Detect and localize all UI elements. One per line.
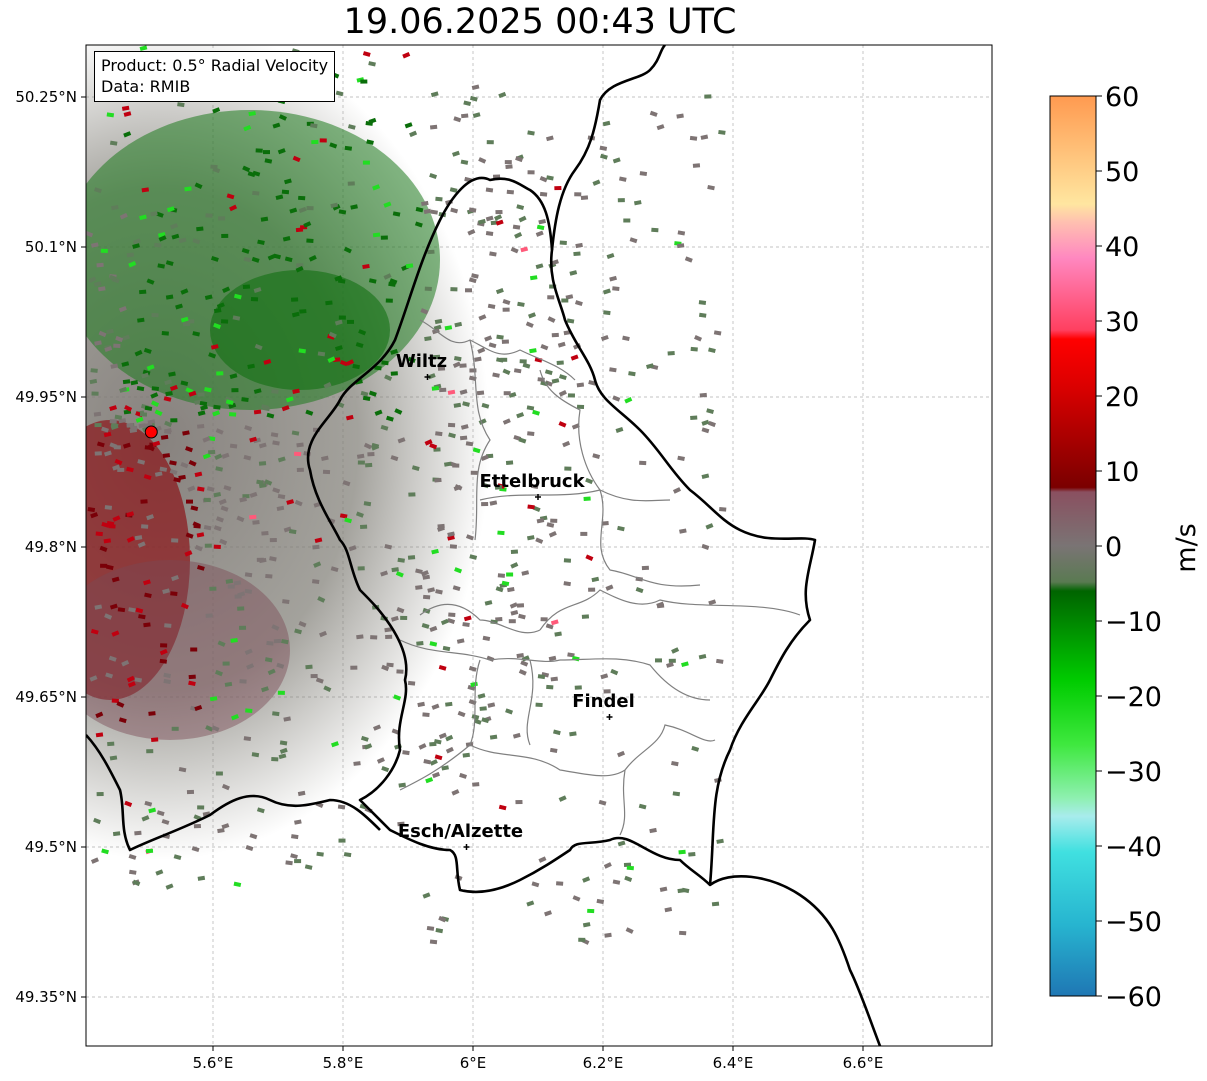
colorbar-tick-label: −20 xyxy=(1105,682,1162,713)
germany-border-north xyxy=(550,45,667,251)
city-label: Ettelbruck xyxy=(479,471,585,492)
city-label: Esch/Alzette xyxy=(398,821,523,842)
plot-frame xyxy=(85,44,993,1047)
lon-tick-label: 6°E xyxy=(460,1054,487,1072)
colorbar-tick-label: 10 xyxy=(1105,457,1139,488)
lat-tick-label: 49.35°N xyxy=(15,988,77,1006)
colorbar-tick-label: 0 xyxy=(1105,532,1122,563)
colorbar-tick-label: 40 xyxy=(1105,232,1139,263)
latitude-axis: 50.25°N 50.1°N 49.95°N 49.8°N 49.65°N 49.5°N 4… xyxy=(15,88,86,1006)
lon-tick-label: 5.8°E xyxy=(323,1054,364,1072)
colorbar-tick-label: 30 xyxy=(1105,307,1139,338)
colorbar-tick-label: −40 xyxy=(1105,832,1162,863)
lat-tick-label: 49.5°N xyxy=(25,838,77,856)
colorbar-tick-label: −30 xyxy=(1105,757,1162,788)
lat-tick-label: 50.1°N xyxy=(25,238,77,256)
national-borders xyxy=(86,45,882,1046)
france-belgium-border xyxy=(86,734,381,852)
city-label: Wiltz xyxy=(396,351,447,372)
luxembourg-border xyxy=(306,176,817,894)
colorbar-tick-label: 20 xyxy=(1105,382,1139,413)
germany-border-south xyxy=(709,875,882,1046)
radar-echo-field xyxy=(86,45,490,860)
lat-tick-label: 49.95°N xyxy=(15,388,77,406)
grid-lines xyxy=(86,45,992,1046)
radar-site-marker xyxy=(144,425,158,439)
map-title: 19.06.2025 00:43 UTC xyxy=(343,2,737,42)
colorbar-tick-label: −50 xyxy=(1105,907,1162,938)
data-source-label: Data: RMIB xyxy=(101,77,191,96)
colorbar: 60 50 40 30 20 10 0 −10 −20 −30 −40 −50 −60 m/s xyxy=(1049,82,1202,1013)
colorbar-ticks: 60 50 40 30 20 10 0 −10 −20 −30 −40 −50 −60 xyxy=(1096,82,1162,1013)
colorbar-tick-label: −60 xyxy=(1105,982,1162,1013)
canton-borders xyxy=(399,319,801,836)
colorbar-tick-label: 60 xyxy=(1105,82,1139,113)
lat-tick-label: 49.8°N xyxy=(25,538,77,556)
lon-tick-label: 6.6°E xyxy=(843,1054,884,1072)
lon-tick-label: 6.2°E xyxy=(583,1054,624,1072)
lat-tick-label: 50.25°N xyxy=(15,88,77,106)
city-wiltz: Wiltz xyxy=(396,351,447,380)
colorbar-gradient xyxy=(1049,95,1097,997)
product-label: Product: 0.5° Radial Velocity xyxy=(101,56,329,75)
longitude-axis: 5.6°E 5.8°E 6°E 6.2°E 6.4°E 6.6°E xyxy=(193,1046,884,1072)
info-box: Product: 0.5° Radial Velocity Data: RMIB xyxy=(94,51,336,102)
lon-tick-label: 6.4°E xyxy=(713,1054,754,1072)
city-label: Findel xyxy=(572,691,635,712)
radar-velocity-pixels xyxy=(86,45,727,945)
colorbar-tick-label: −10 xyxy=(1105,607,1162,638)
colorbar-unit-label: m/s xyxy=(1171,523,1202,572)
city-markers: Wiltz Ettelbruck Findel Esch/Alzette xyxy=(396,351,635,850)
lon-tick-label: 5.6°E xyxy=(193,1054,234,1072)
city-ettelbruck: Ettelbruck xyxy=(479,471,586,500)
city-eschalzette: Esch/Alzette xyxy=(398,821,523,850)
city-findel: Findel xyxy=(572,691,635,720)
lat-tick-label: 49.65°N xyxy=(15,688,77,706)
colorbar-tick-label: 50 xyxy=(1105,157,1139,188)
